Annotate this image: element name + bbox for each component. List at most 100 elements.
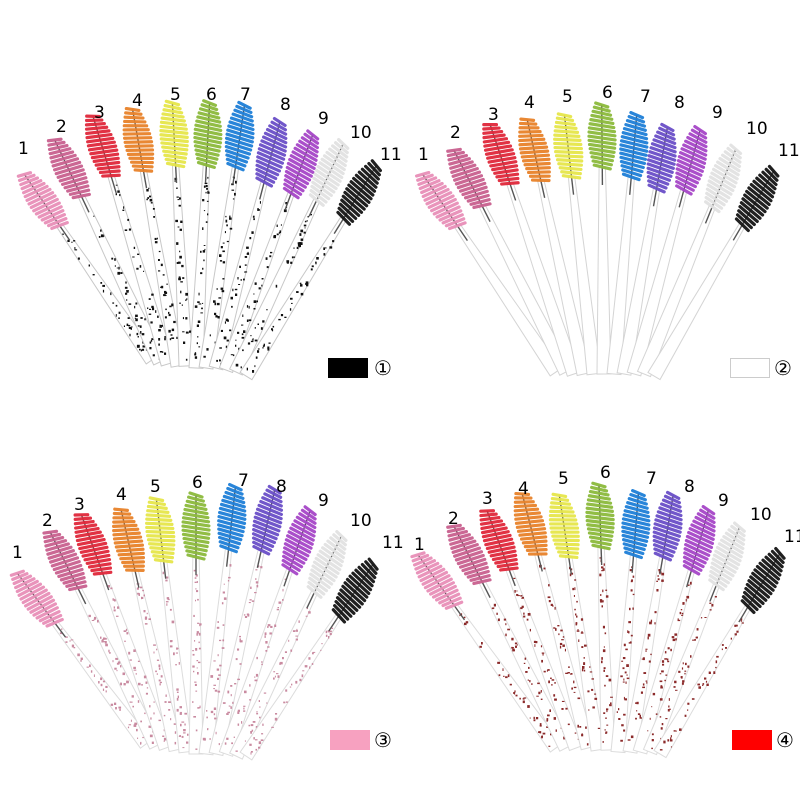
mascara-brush-6 <box>587 101 617 375</box>
brush-number-label: 2 <box>42 511 53 531</box>
bristle-head <box>255 116 288 188</box>
mascara-brush-7 <box>198 100 255 370</box>
bristle-head <box>619 111 649 182</box>
bristle-head <box>587 101 617 171</box>
brush-number-label: 2 <box>56 117 67 137</box>
bristle-head <box>282 129 320 200</box>
brush-number-label: 5 <box>558 469 569 489</box>
bristle-head <box>217 482 247 554</box>
brush-number-label: 3 <box>74 495 85 515</box>
bristle-head <box>181 491 211 561</box>
handle-speckles <box>194 176 210 361</box>
handle-speckles <box>647 581 692 744</box>
brush-number-label: 5 <box>150 477 161 497</box>
brush-handle <box>597 546 616 751</box>
mascara-brush-9 <box>218 505 317 757</box>
bristle-head <box>585 481 615 551</box>
bristle-head <box>251 484 284 556</box>
mascara-brush-11 <box>239 557 379 761</box>
bristle-head <box>479 509 519 572</box>
mascara-brush-8 <box>616 122 677 376</box>
bristle-head <box>16 171 69 231</box>
mascara-brush-6 <box>181 491 211 755</box>
brush-number-label: 1 <box>12 543 23 563</box>
bristle-head <box>553 112 584 180</box>
handle-speckles <box>224 578 287 745</box>
bristle-head <box>224 100 255 172</box>
bristle-head <box>9 569 64 628</box>
bristle-head <box>621 489 651 560</box>
mascara-brush-7 <box>606 111 649 376</box>
bristle-head <box>281 505 317 576</box>
brush-number-label: 9 <box>318 491 329 511</box>
bristle-head <box>414 171 467 231</box>
mascara-brush-11 <box>653 546 786 759</box>
bristle-head <box>145 496 176 564</box>
bristle-head <box>646 122 677 194</box>
brush-number-label: 9 <box>718 491 729 511</box>
mascara-brush-10 <box>636 143 743 378</box>
handle-speckles <box>62 233 155 357</box>
brush-number-label: 6 <box>600 463 611 483</box>
handle-speckles <box>59 628 145 745</box>
option-2-swatch <box>730 358 770 378</box>
mascara-brush-8 <box>208 484 284 757</box>
bristle-head <box>331 557 379 624</box>
brush-number-label: 8 <box>674 93 685 113</box>
brush-number-label: 5 <box>562 87 573 107</box>
option-3-swatch <box>330 730 370 750</box>
mascara-brush-5 <box>553 112 602 376</box>
brush-number-label: 11 <box>778 141 800 161</box>
brush-number-label: 3 <box>488 105 499 125</box>
brush-number-label: 10 <box>746 119 768 139</box>
handle-speckles <box>115 184 172 360</box>
brush-number-label: 2 <box>450 123 461 143</box>
brush-number-label: 6 <box>602 83 613 103</box>
brush-number-label: 7 <box>640 87 651 107</box>
mascara-brush-11 <box>239 159 382 381</box>
mascara-brush-4 <box>513 491 596 751</box>
handle-speckles <box>136 583 177 745</box>
brush-number-label: 4 <box>524 93 535 113</box>
mascara-brush-4 <box>112 507 184 753</box>
brush-number-label: 11 <box>784 527 800 547</box>
mascara-brush-1 <box>16 171 159 365</box>
option-1-swatch <box>328 358 368 378</box>
handle-speckles <box>93 215 163 360</box>
mascara-brush-1 <box>414 171 563 377</box>
brush-number-label: 1 <box>414 535 425 555</box>
mascara-brush-8 <box>622 490 683 754</box>
quadrant-1-brush-fan: 1 2 3 4 5 6 7 8 9 10 11 <box>16 85 402 381</box>
brush-number-label: 4 <box>518 479 529 499</box>
option-2-label: ② <box>774 356 792 380</box>
mascara-brush-9 <box>626 124 708 377</box>
quadrant-4-brush-fan: 1 2 3 4 5 6 7 8 9 10 11 <box>410 463 800 759</box>
brush-number-label: 10 <box>350 511 372 531</box>
mascara-brush-5 <box>159 99 194 367</box>
brush-number-label: 1 <box>418 145 429 165</box>
bristle-head <box>122 106 155 173</box>
mascara-brush-6 <box>585 481 616 751</box>
mascara-brush-10 <box>228 137 350 376</box>
bristle-head <box>446 523 492 586</box>
bristle-head <box>308 137 350 207</box>
option-1-label: ① <box>374 356 392 380</box>
brush-handle <box>596 166 612 375</box>
mascara-brush-7 <box>610 489 651 754</box>
mascara-brush-2 <box>446 523 573 752</box>
bristle-head <box>675 124 708 196</box>
bristle-head <box>306 530 348 599</box>
mascara-brush-7 <box>198 482 247 756</box>
brush-number-label: 10 <box>350 123 372 143</box>
mascara-brush-10 <box>642 521 746 756</box>
brush-number-label: 8 <box>276 477 287 497</box>
handle-speckles <box>216 201 261 365</box>
handle-speckles <box>106 585 169 742</box>
option-4-swatch <box>732 730 772 750</box>
brush-number-label: 4 <box>116 485 127 505</box>
mascara-brush-5 <box>548 492 606 752</box>
brush-number-label: 6 <box>192 473 203 493</box>
option-4-label: ④ <box>776 728 794 752</box>
mascara-brush-2 <box>42 529 163 750</box>
mascara-brush-6 <box>188 99 223 369</box>
